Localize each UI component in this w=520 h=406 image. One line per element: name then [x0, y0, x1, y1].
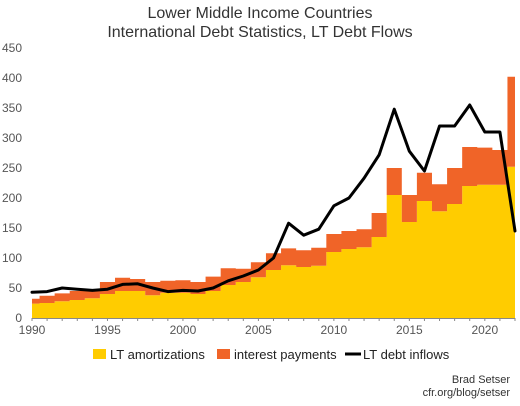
x-tick-label: 2000: [170, 323, 197, 337]
y-tick-label: 400: [2, 71, 22, 85]
chart-title-line1: Lower Middle Income Countries: [147, 5, 373, 22]
plot-lines: [30, 103, 517, 294]
y-tick-label: 50: [9, 281, 23, 295]
y-tick-label: 450: [2, 41, 22, 55]
chart-subtitle: International Debt Statistics, LT Debt F…: [107, 24, 413, 41]
x-tick-label: 2020: [471, 323, 498, 337]
legend-swatch-lt-amortizations: [93, 349, 106, 359]
y-tick-label: 300: [2, 131, 22, 145]
legend-swatch-interest-payments: [217, 349, 230, 359]
y-tick-label: 350: [2, 101, 22, 115]
legend-label-interest-payments: interest payments: [234, 347, 337, 362]
legend-label-lt-amortizations: LT amortizations: [110, 347, 205, 362]
x-tick-label: 1990: [19, 323, 46, 337]
y-tick-label: 200: [2, 191, 22, 205]
x-tick-label: 2015: [396, 323, 423, 337]
series-area-lt-amortizations: [32, 166, 515, 318]
y-axis: 0 50 100 150 200 250 300 350 400 450: [2, 41, 22, 325]
chart-title: Lower Middle Income Countries Internatio…: [0, 4, 520, 42]
y-tick-label: 150: [2, 221, 22, 235]
credit-author: Brad Setser: [451, 374, 510, 386]
x-axis: 1990 1995 2000 2005 2010 2015 2020: [19, 318, 516, 337]
y-tick-label: 250: [2, 161, 22, 175]
credit-source: cfr.org/blog/setser: [422, 387, 510, 399]
x-tick-label: 2010: [321, 323, 348, 337]
legend: LT amortizations interest payments LT debt…: [93, 347, 450, 362]
legend-label-lt-debt-inflows: LT debt inflows: [363, 347, 450, 362]
x-tick-label: 1995: [94, 323, 121, 337]
y-tick-label: 100: [2, 251, 22, 265]
y-tick-label: 0: [15, 311, 22, 325]
plot-areas: [32, 76, 515, 318]
x-tick-label: 2005: [245, 323, 272, 337]
series-line-lt-debt-inflows: [30, 103, 517, 294]
